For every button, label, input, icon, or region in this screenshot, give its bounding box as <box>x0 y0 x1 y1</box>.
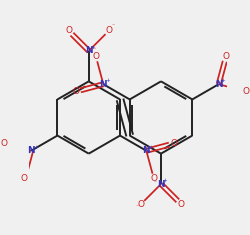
Text: O: O <box>137 200 144 209</box>
Text: N: N <box>157 180 165 188</box>
Text: +: + <box>163 178 168 183</box>
Text: O: O <box>170 139 177 148</box>
Text: O: O <box>150 174 157 183</box>
Text: N: N <box>215 80 222 89</box>
Text: +: + <box>33 145 38 150</box>
Text: O: O <box>243 87 250 96</box>
Text: O: O <box>222 52 230 61</box>
Text: +: + <box>105 78 110 83</box>
Text: N: N <box>100 80 107 89</box>
Text: ⁻: ⁻ <box>154 181 157 186</box>
Text: +: + <box>148 145 153 150</box>
Text: N: N <box>85 47 92 55</box>
Text: O: O <box>72 87 79 96</box>
Text: +: + <box>90 45 95 50</box>
Text: +: + <box>220 78 225 83</box>
Text: O: O <box>0 139 7 148</box>
Text: O: O <box>178 200 185 209</box>
Text: O: O <box>65 26 72 35</box>
Text: N: N <box>27 146 35 155</box>
Text: ⁻: ⁻ <box>135 206 138 211</box>
Text: O: O <box>20 174 27 183</box>
Text: O: O <box>105 26 112 35</box>
Text: ⁻: ⁻ <box>111 24 114 29</box>
Text: O: O <box>92 52 100 61</box>
Text: ⁻: ⁻ <box>93 49 96 54</box>
Text: N: N <box>142 146 150 155</box>
